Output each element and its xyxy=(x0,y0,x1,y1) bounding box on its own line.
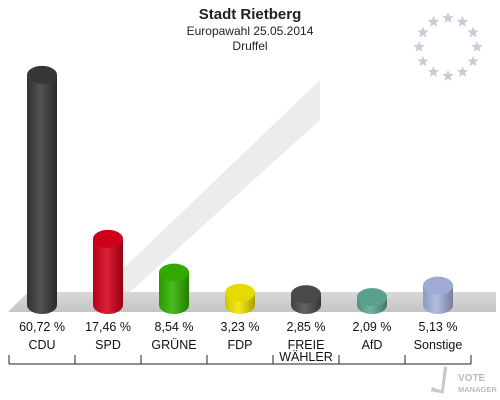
star-icon xyxy=(471,41,483,52)
category-label: FREIE xyxy=(288,338,325,352)
category-label: GRÜNE xyxy=(151,338,196,352)
category-label: AfD xyxy=(362,338,383,352)
category-label: CDU xyxy=(28,338,55,352)
star-icon xyxy=(456,15,469,27)
star-icon xyxy=(417,55,429,67)
value-labels: 60,72 % 17,46 % 8,54 % 3,23 % 2,85 % 2,09 % 5,… xyxy=(19,320,457,334)
bar xyxy=(291,285,321,314)
bar xyxy=(423,276,453,314)
star-icon xyxy=(413,41,425,52)
category-label: SPD xyxy=(95,338,121,352)
star-icon xyxy=(467,26,479,38)
star-icon xyxy=(427,15,440,27)
vote-manager-logo: VOTE MANAGER xyxy=(430,366,497,394)
value-label: 5,13 % xyxy=(419,320,458,334)
background-decoration xyxy=(8,80,496,312)
chart-title: Stadt Rietberg xyxy=(199,6,302,23)
category-label: WÄHLER xyxy=(279,350,332,364)
bar xyxy=(27,65,57,314)
chart-subtitle-line-1: Europawahl 25.05.2014 xyxy=(187,24,314,38)
star-icon xyxy=(442,70,454,81)
star-icon xyxy=(442,12,454,23)
bar xyxy=(93,229,123,314)
bars xyxy=(27,65,453,314)
value-label: 3,23 % xyxy=(221,320,260,334)
value-label: 8,54 % xyxy=(155,320,194,334)
category-label: FDP xyxy=(228,338,253,352)
value-label: 17,46 % xyxy=(85,320,131,334)
star-icon xyxy=(417,26,429,38)
category-label: Sonstige xyxy=(414,338,463,352)
star-icon xyxy=(456,66,469,77)
value-label: 2,85 % xyxy=(287,320,326,334)
bar xyxy=(357,288,387,314)
eu-stars-icon xyxy=(413,12,483,81)
bar xyxy=(225,283,255,314)
value-label: 60,72 % xyxy=(19,320,65,334)
logo-line-1: VOTE xyxy=(458,373,486,384)
chart-subtitle-line-2: Druffel xyxy=(232,39,267,53)
logo-line-2: MANAGER xyxy=(458,385,497,394)
star-icon xyxy=(467,55,479,67)
category-axis xyxy=(8,355,472,365)
star-icon xyxy=(427,66,440,77)
check-mark-icon xyxy=(430,366,448,394)
value-label: 2,09 % xyxy=(353,320,392,334)
bar xyxy=(159,263,189,314)
